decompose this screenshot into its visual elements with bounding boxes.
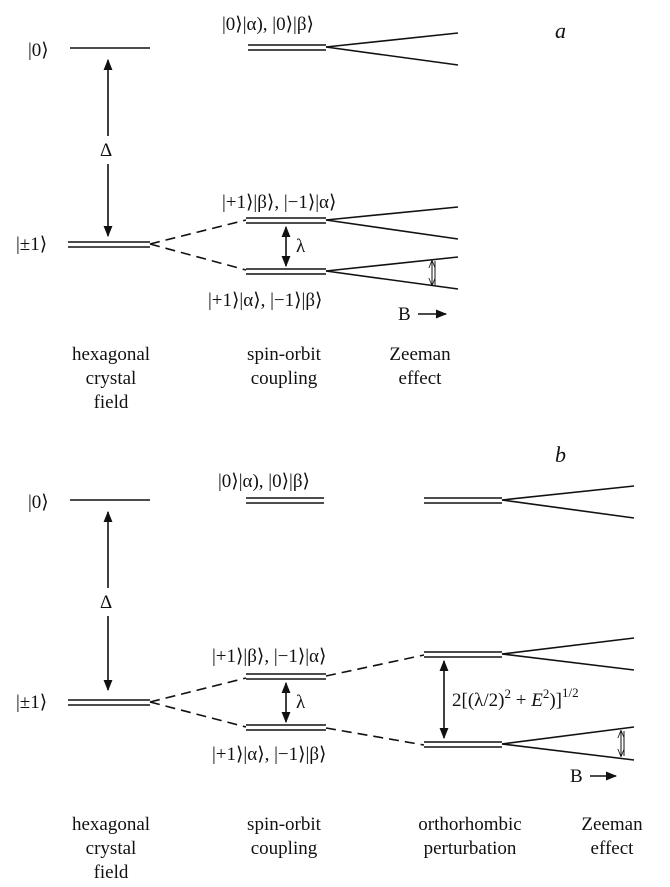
panel-b-so-top-state: |0⟩|α), |0⟩|β⟩ — [218, 471, 310, 492]
formula-exponent: 2 — [543, 686, 550, 701]
panel-b-so-lower-state: |+1⟩|α⟩, |−1⟩|β⟩ — [212, 744, 326, 765]
panel-b-splitting-formula: 2[(λ/2)2 + E2)]1/2 — [452, 685, 579, 711]
formula-plus: + — [511, 690, 531, 711]
formula-exponent-half: 1/2 — [562, 685, 579, 700]
panel-a-zeeman-upper-down — [325, 219, 459, 240]
caption-line: hexagonal — [72, 814, 150, 835]
panel-b-caption-crystal-field: hexagonal crystal field — [72, 814, 150, 883]
panel-b-ortho-dashed-lower — [325, 727, 425, 746]
panel-a-delta-bg — [94, 136, 122, 164]
panel-a-so-upper-state: |+1⟩|β⟩, |−1⟩|α⟩ — [222, 192, 336, 213]
panel-b-ortho-dashed-upper — [325, 654, 425, 677]
caption-line: Zeeman — [389, 344, 451, 365]
caption-line: spin-orbit — [247, 814, 322, 835]
panel-a-field-label: B — [398, 304, 411, 325]
formula-exponent: 2 — [504, 686, 511, 701]
panel-a-dashed-lower — [149, 243, 247, 271]
caption-line: effect — [591, 838, 635, 859]
panel-b-zeeman-upper-up — [501, 637, 635, 655]
panel-b-field-label: B — [570, 766, 583, 787]
panel-b-delta-label: Δ — [100, 592, 112, 613]
panel-b-caption-spin-orbit: spin-orbit coupling — [247, 814, 322, 859]
caption-line: field — [94, 862, 129, 883]
panel-b-dashed-upper — [149, 677, 247, 703]
panel-b-dashed-lower — [149, 701, 247, 728]
panel-a-level-0-label: |0⟩ — [28, 40, 49, 61]
panel-a-delta-label: Δ — [100, 140, 112, 161]
caption-line: Zeeman — [581, 814, 643, 835]
panel-b-level-0-label: |0⟩ — [28, 492, 49, 513]
panel-a-caption-spin-orbit: spin-orbit coupling — [247, 344, 322, 389]
panel-b-zeeman-upper-down — [501, 653, 635, 671]
panel-a-level-pm1-label: |±1⟩ — [16, 234, 47, 255]
panel-a-dashed-upper — [149, 219, 247, 245]
caption-line: crystal — [86, 838, 137, 859]
panel-a-lambda-label: λ — [296, 236, 306, 257]
formula-e: E — [530, 690, 543, 711]
panel-a: a |0⟩ Δ |±1⟩ |0⟩|α), |0⟩|β⟩ |+1⟩|β⟩, |−1… — [16, 14, 566, 413]
panel-a-zeeman-upper-up — [325, 206, 459, 221]
caption-line: effect — [399, 368, 443, 389]
panel-b-caption-orthorhombic: orthorhombic perturbation — [418, 814, 521, 859]
caption-line: hexagonal — [72, 344, 150, 365]
panel-a-so-lower-state: |+1⟩|α⟩, |−1⟩|β⟩ — [208, 290, 322, 311]
panel-a-caption-crystal-field: hexagonal crystal field — [72, 344, 150, 413]
formula-close: )] — [549, 690, 562, 711]
panel-b-zeeman-lower-up — [501, 726, 635, 745]
caption-line: orthorhombic — [418, 814, 521, 835]
panel-b-letter: b — [555, 442, 566, 467]
panel-b-level-pm1-label: |±1⟩ — [16, 692, 47, 713]
caption-line: spin-orbit — [247, 344, 322, 365]
panel-b-zeeman-top-down — [501, 499, 635, 519]
panel-a-letter: a — [555, 18, 566, 43]
formula-prefix: 2[(λ/2) — [452, 690, 504, 711]
panel-a-zeeman-lower-down — [325, 270, 459, 290]
caption-line: coupling — [251, 368, 318, 389]
panel-b-so-upper-state: |+1⟩|β⟩, |−1⟩|α⟩ — [212, 646, 326, 667]
panel-a-zeeman-top-down — [325, 46, 459, 66]
caption-line: perturbation — [424, 838, 517, 859]
panel-a-zeeman-lower-up — [325, 256, 459, 272]
panel-b-zeeman-top-up — [501, 485, 635, 501]
panel-b-delta-bg — [94, 588, 122, 616]
caption-line: field — [94, 392, 129, 413]
panel-a-caption-zeeman: Zeeman effect — [389, 344, 451, 389]
panel-b-caption-zeeman: Zeeman effect — [581, 814, 643, 859]
panel-a-so-top-state: |0⟩|α), |0⟩|β⟩ — [222, 14, 314, 35]
panel-a-zeeman-top-up — [325, 32, 459, 48]
panel-b-zeeman-lower-down — [501, 743, 635, 761]
caption-line: crystal — [86, 368, 137, 389]
panel-b-lambda-label: λ — [296, 692, 306, 713]
panel-b: b |0⟩ Δ |±1⟩ |0⟩|α), |0⟩|β⟩ |+1⟩|β⟩, |−1… — [16, 442, 643, 883]
caption-line: coupling — [251, 838, 318, 859]
